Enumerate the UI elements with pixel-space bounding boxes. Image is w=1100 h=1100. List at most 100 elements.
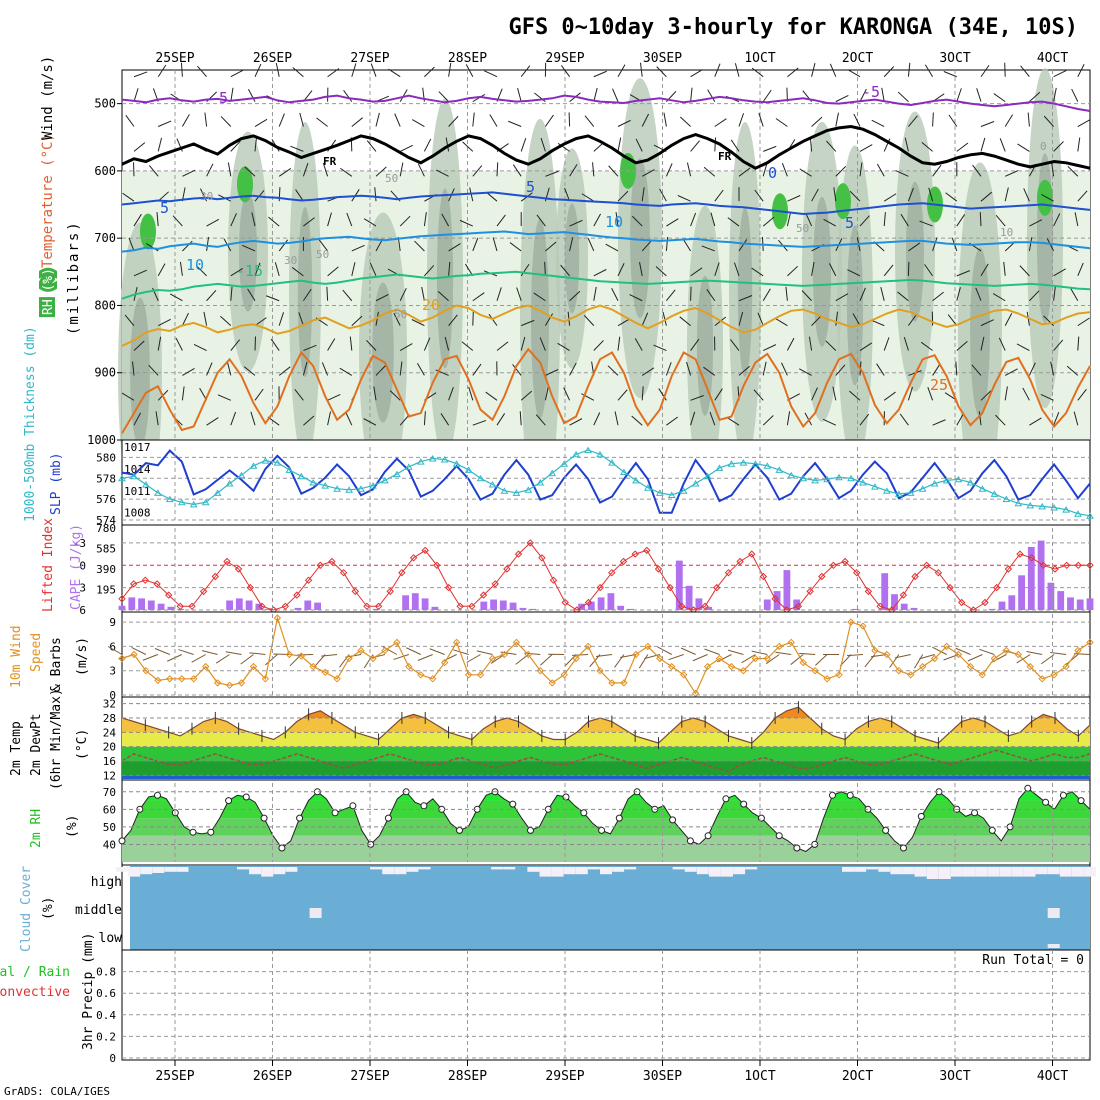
wind-barb <box>417 163 425 177</box>
wind-barb <box>859 287 866 301</box>
wind-barb <box>690 395 704 401</box>
wind-point <box>428 675 437 683</box>
wind-barb <box>292 67 304 78</box>
wind-barb <box>206 163 214 177</box>
slp-labels: 1000-500mb Thickness (dm) SLP (mb) <box>23 326 64 522</box>
wind-barb <box>122 192 135 202</box>
cape-bar <box>1018 575 1025 610</box>
thickness-point <box>811 476 819 484</box>
cloud-high-gap <box>938 867 951 879</box>
cloud-high-gap <box>612 867 625 872</box>
wind-barb <box>536 214 546 227</box>
thickness-point <box>906 489 915 496</box>
rh-blob-high <box>237 166 253 203</box>
wind-barb <box>763 145 777 152</box>
wind-barb <box>399 162 404 177</box>
isotherm-5 <box>121 191 1091 216</box>
bottom-day-label: 29SEP <box>545 1069 584 1084</box>
y-tick-label: 0 <box>109 689 116 702</box>
thickness-point <box>667 491 676 498</box>
wind-barb <box>564 187 571 202</box>
li-tick-label: 6 <box>79 604 86 617</box>
cloud-high-gap <box>176 867 189 872</box>
wind-barb <box>230 339 240 351</box>
temp-label-c: (6hr Min/Max) <box>49 688 64 790</box>
thickness-point <box>1002 495 1011 503</box>
wind-barb <box>883 66 895 78</box>
wind-barb <box>762 162 768 177</box>
wind-barb <box>859 215 870 227</box>
wind-barb <box>496 413 506 426</box>
thickness-point <box>500 487 509 494</box>
wind-barb <box>932 112 934 127</box>
wind-barb <box>215 654 230 664</box>
wind-barb <box>847 69 861 78</box>
cape-bar <box>1057 591 1065 610</box>
wind-point <box>1038 675 1046 683</box>
wind-barb <box>1053 141 1064 152</box>
wind-barb <box>1040 393 1054 401</box>
wind-barb <box>1071 88 1079 102</box>
wind-barb <box>544 261 546 276</box>
wind-barb <box>811 63 816 77</box>
wind-barb <box>956 340 968 351</box>
wind-barb <box>690 267 703 277</box>
wind-barb <box>124 314 135 326</box>
thickness-point <box>297 472 306 480</box>
wind-barb <box>303 415 315 426</box>
wind-barb <box>587 237 595 252</box>
wind-barb <box>472 419 487 426</box>
wind-barb <box>520 263 530 277</box>
thickness-point <box>416 458 425 465</box>
li-point <box>234 565 243 573</box>
rh-point <box>154 791 161 799</box>
wind-barb <box>617 389 628 401</box>
wind-point <box>942 642 951 651</box>
wind-barb <box>363 218 377 227</box>
wind-point <box>273 614 282 622</box>
wind-barb <box>859 144 873 152</box>
li-point <box>584 598 593 607</box>
wind-barb <box>967 654 983 662</box>
cape-bar <box>1008 595 1016 610</box>
cape-bar <box>499 600 507 610</box>
wind-barb <box>515 654 529 665</box>
y-tick-label: 40 <box>103 838 116 851</box>
cloud-labels: Cloud Cover (%) high middle low <box>19 866 122 952</box>
rh-blob-90 <box>239 191 257 312</box>
wind-barb <box>835 95 849 103</box>
thickness-point <box>488 481 497 488</box>
cape-bar <box>411 593 419 610</box>
wind-barb <box>265 295 280 302</box>
wind-point <box>201 662 210 671</box>
wind-barb <box>278 239 289 252</box>
wind-barb <box>242 244 256 252</box>
wind-barb <box>686 361 692 376</box>
wind-barb <box>781 163 788 177</box>
cape-bar <box>157 603 165 610</box>
wind-barb <box>826 140 837 152</box>
wind-barb <box>148 364 159 376</box>
cloud-high-gap <box>370 867 383 870</box>
wind-barb <box>799 368 812 376</box>
wind-barb <box>441 213 450 227</box>
wind-barb <box>607 365 619 376</box>
wind-point <box>715 654 724 663</box>
wind-barb <box>517 87 522 102</box>
rh-point <box>829 791 836 799</box>
thickness-point <box>357 485 365 492</box>
thickness-point <box>918 485 927 492</box>
wind-barb <box>1070 288 1079 301</box>
wind-barb <box>849 190 861 202</box>
wind-point <box>285 650 294 659</box>
wind-labels: 10m Wind Speed & Barbs (m/s) <box>9 625 90 692</box>
wind-barb <box>932 164 942 177</box>
wind-barb <box>508 120 522 127</box>
wind-barb <box>593 286 597 301</box>
li-point <box>992 583 1001 592</box>
wind-barb <box>975 287 982 301</box>
series-line <box>121 449 1091 517</box>
wind-barb <box>340 167 353 177</box>
wind-barb <box>240 654 254 665</box>
